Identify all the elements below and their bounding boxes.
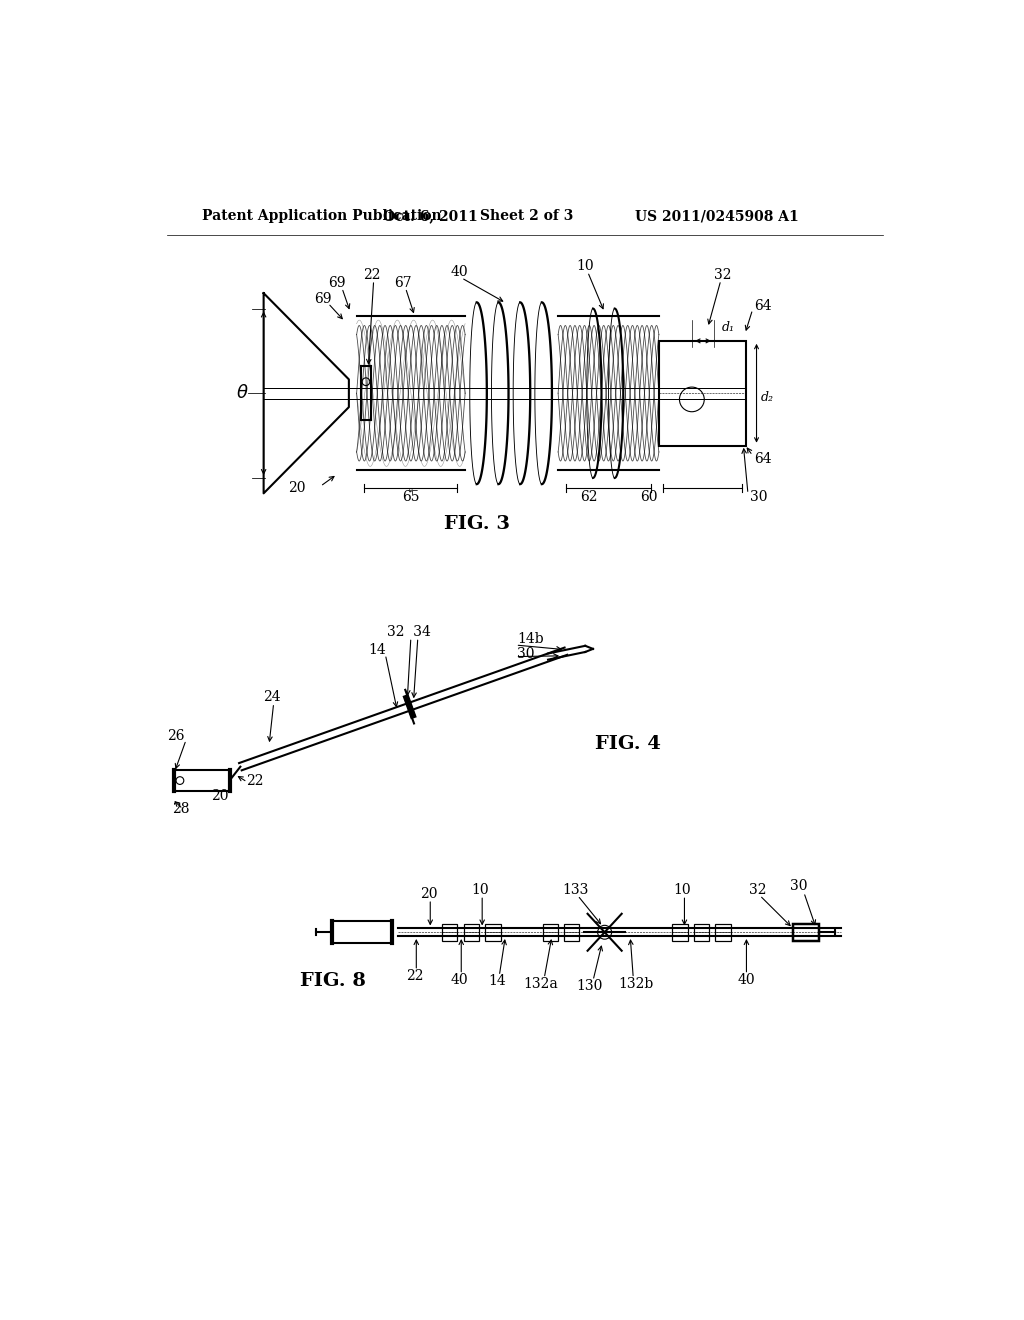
Bar: [658, 341, 745, 446]
Text: FIG. 4: FIG. 4: [595, 735, 660, 752]
Text: 133: 133: [562, 883, 589, 896]
Text: 14b: 14b: [517, 632, 544, 645]
Text: 10: 10: [674, 883, 691, 896]
Bar: [563, 924, 579, 941]
Text: 22: 22: [406, 969, 424, 983]
Text: 32  34: 32 34: [387, 624, 430, 639]
Bar: [716, 924, 731, 941]
Text: 40: 40: [451, 265, 469, 280]
Text: 14: 14: [488, 974, 507, 987]
Text: 62: 62: [581, 490, 598, 504]
Bar: [174, 770, 229, 791]
Text: 14: 14: [369, 643, 386, 656]
Text: 67: 67: [394, 276, 412, 290]
Text: 30: 30: [517, 647, 535, 661]
Text: 10: 10: [577, 259, 594, 273]
Bar: [672, 924, 687, 941]
Text: 30: 30: [750, 490, 767, 504]
Bar: [543, 924, 558, 941]
Text: Sheet 2 of 3: Sheet 2 of 3: [480, 209, 573, 223]
Bar: [485, 924, 501, 941]
Text: 24: 24: [262, 690, 281, 705]
Text: 69: 69: [329, 276, 346, 290]
Text: 32: 32: [749, 883, 766, 896]
Text: 28: 28: [172, 803, 189, 816]
Bar: [693, 924, 710, 941]
Text: d₁: d₁: [722, 321, 734, 334]
Text: 64: 64: [755, 300, 772, 313]
Text: 60: 60: [640, 490, 657, 504]
Bar: [442, 924, 458, 941]
Text: d₂: d₂: [761, 391, 774, 404]
Text: $\theta$: $\theta$: [237, 384, 249, 403]
Text: US 2011/0245908 A1: US 2011/0245908 A1: [635, 209, 799, 223]
Text: 10: 10: [471, 883, 488, 896]
Text: 20: 20: [288, 480, 306, 495]
Text: 132b: 132b: [618, 977, 653, 991]
Text: 69: 69: [314, 292, 332, 305]
Text: 22: 22: [246, 774, 263, 788]
Bar: [464, 924, 479, 941]
Text: 64: 64: [755, 451, 772, 466]
Text: Oct. 6, 2011: Oct. 6, 2011: [383, 209, 477, 223]
Text: Patent Application Publication: Patent Application Publication: [202, 209, 441, 223]
Text: 65: 65: [402, 490, 420, 504]
Bar: [793, 924, 819, 941]
Text: FIG. 3: FIG. 3: [443, 515, 510, 533]
Text: 22: 22: [364, 268, 381, 282]
Text: 20: 20: [420, 887, 437, 900]
Text: 20: 20: [211, 789, 228, 803]
Text: 30: 30: [791, 879, 808, 894]
Text: 132a: 132a: [523, 977, 558, 991]
Text: 40: 40: [737, 973, 756, 987]
Text: 40: 40: [451, 973, 469, 987]
Text: FIG. 8: FIG. 8: [300, 972, 367, 990]
Text: 32: 32: [715, 268, 732, 282]
Text: 26: 26: [167, 729, 184, 743]
Text: 130: 130: [577, 979, 603, 993]
Bar: [332, 921, 392, 942]
